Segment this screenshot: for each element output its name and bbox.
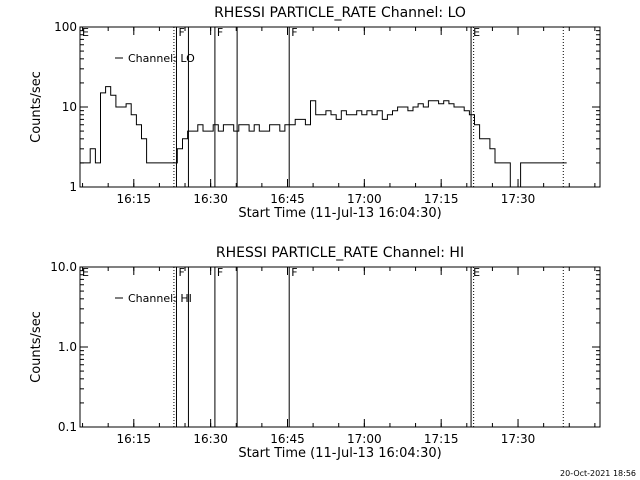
x-tick-label: 17:15	[424, 192, 459, 206]
y-tick-label: 0.1	[58, 420, 77, 434]
y-axis-label: Counts/sec	[29, 311, 44, 383]
hi-channel-panel: RHESSI PARTICLE_RATE Channel: HI 16:15 16:…	[29, 245, 601, 461]
x-tick-label: 16:30	[193, 432, 228, 446]
y-tick-label: 1.0	[58, 340, 77, 354]
chart-title: RHESSI PARTICLE_RATE Channel: HI	[216, 245, 464, 261]
x-tick-label: 17:15	[424, 432, 459, 446]
event-marker-label: F	[217, 266, 223, 279]
y-tick-label: 1	[69, 180, 77, 194]
x-tick-label: 17:00	[347, 192, 382, 206]
legend-entry: Channel: LO	[128, 52, 195, 65]
event-marker-label: E	[82, 266, 89, 279]
plot-frame	[79, 266, 601, 428]
event-marker-label: E	[82, 26, 89, 39]
x-tick-label: 16:30	[193, 192, 228, 206]
event-marker-label: F	[178, 266, 184, 279]
footer-timestamp: 20-Oct-2021 18:56	[560, 469, 636, 478]
x-tick-label: 17:30	[501, 192, 536, 206]
event-marker-label: F	[291, 26, 297, 39]
x-tick-label: 17:00	[347, 432, 382, 446]
chart-title: RHESSI PARTICLE_RATE Channel: LO	[214, 5, 466, 21]
y-axis-label: Counts/sec	[29, 71, 44, 143]
x-tick-label: 16:45	[270, 192, 305, 206]
x-tick-label: 16:15	[116, 432, 151, 446]
y-tick-label: 10	[62, 100, 77, 114]
event-marker-label: F	[217, 26, 223, 39]
y-tick-label: 10.0	[50, 260, 77, 274]
x-tick-label: 16:15	[116, 192, 151, 206]
event-marker-label: F	[291, 266, 297, 279]
x-axis-label: Start Time (11-Jul-13 16:04:30)	[238, 206, 441, 221]
y-tick-label: 100	[54, 20, 77, 34]
series-line	[80, 86, 567, 188]
x-tick-label: 17:30	[501, 432, 536, 446]
lo-channel-panel: RHESSI PARTICLE_RATE Channel: LO 16:15 16:…	[29, 5, 601, 221]
event-marker-label: F	[178, 26, 184, 39]
x-tick-label: 16:45	[270, 432, 305, 446]
event-marker-label: E	[473, 26, 480, 39]
x-axis-label: Start Time (11-Jul-13 16:04:30)	[238, 446, 441, 461]
legend-entry: Channel: HI	[128, 292, 192, 305]
event-marker-label: E	[473, 266, 480, 279]
